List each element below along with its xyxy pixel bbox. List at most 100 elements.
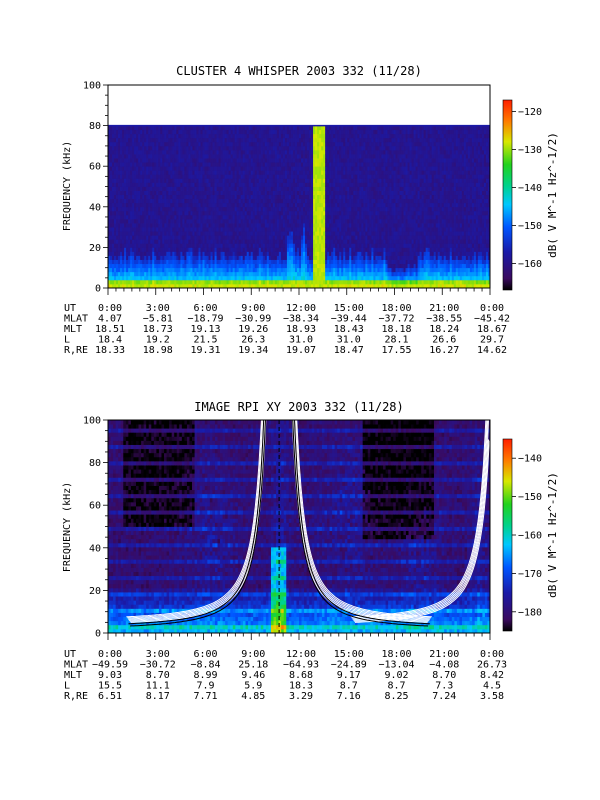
spectrogram-cell xyxy=(184,182,187,187)
spectrogram-cell xyxy=(296,145,300,151)
spectrogram-cell xyxy=(142,283,145,288)
spectrogram-cell xyxy=(160,170,163,175)
spectrogram-cell xyxy=(224,166,228,171)
spectrogram-cell xyxy=(349,210,352,216)
spectrogram-cell xyxy=(236,206,240,212)
spectrogram-cell xyxy=(176,247,179,252)
spectrogram-cell xyxy=(319,283,322,288)
spectrogram-cell xyxy=(164,239,167,244)
spectrogram-cell xyxy=(132,227,135,232)
spectrogram-cell xyxy=(230,162,234,167)
spectrogram-cell xyxy=(268,247,272,252)
spectrogram-cell xyxy=(112,263,115,269)
spectrogram-cell xyxy=(305,206,308,212)
spectrogram-cell xyxy=(162,267,165,273)
spectrogram-cell xyxy=(212,178,215,183)
spectrogram-cell xyxy=(176,162,179,167)
spectrogram-cell xyxy=(178,141,181,147)
spectrogram-cell xyxy=(317,137,320,143)
spectrogram-cell xyxy=(208,198,211,204)
spectrogram-cell xyxy=(286,231,290,236)
spectrogram-cell xyxy=(164,198,167,204)
spectrogram-cell xyxy=(176,166,179,171)
spectrogram-cell xyxy=(154,283,157,288)
spectrogram-cell xyxy=(321,133,324,139)
spectrogram-cell xyxy=(198,243,201,248)
spectrogram-cell xyxy=(152,235,155,240)
spectrogram-cell xyxy=(206,243,209,248)
spectrogram-cell xyxy=(220,158,223,163)
spectrogram-cell xyxy=(190,149,193,155)
spectrogram-cell xyxy=(307,149,310,155)
spectrogram-cell xyxy=(200,263,203,269)
spectrogram-cell xyxy=(270,267,274,273)
spectrogram-cell xyxy=(182,202,185,208)
spectrogram-cell xyxy=(288,133,292,139)
spectrogram-cell xyxy=(164,174,167,179)
spectrogram-cell xyxy=(349,178,352,183)
spectrogram-cell xyxy=(152,174,155,179)
spectrogram-cell xyxy=(200,194,203,200)
spectrogram-cell xyxy=(108,186,111,191)
spectrogram-cell xyxy=(194,198,197,204)
spectrogram-cell xyxy=(323,243,326,248)
spectrogram-cell xyxy=(321,206,324,212)
spectrogram-cell xyxy=(216,186,219,191)
spectrogram-cell xyxy=(210,247,213,252)
spectrogram-cell xyxy=(230,198,234,204)
spectrogram-cell xyxy=(351,255,354,260)
spectrogram-cell xyxy=(188,125,191,131)
spectrogram-cell xyxy=(198,223,201,228)
spectrogram-cell xyxy=(202,227,205,232)
spectrogram-cell xyxy=(274,133,278,139)
spectrogram-cell xyxy=(222,158,226,163)
spectrogram-cell xyxy=(305,166,308,171)
spectrogram-cell xyxy=(349,190,352,196)
spectrogram-cell xyxy=(186,210,189,216)
spectrogram-cell xyxy=(154,275,157,281)
spectrogram-cell xyxy=(118,214,121,220)
spectrogram-cell xyxy=(190,251,193,256)
spectrogram-cell xyxy=(196,275,199,281)
spectrogram-cell xyxy=(112,174,115,179)
spectrogram-cell xyxy=(210,223,213,228)
spectrogram-cell xyxy=(321,125,324,131)
spectrogram-cell xyxy=(278,158,282,163)
spectrogram-cell xyxy=(240,223,244,228)
spectrogram-cell xyxy=(164,243,167,248)
spectrogram-cell xyxy=(313,137,316,143)
spectrogram-cell xyxy=(158,129,161,135)
spectrogram-cell xyxy=(272,158,276,163)
spectrogram-cell xyxy=(152,255,155,260)
spectrogram-cell xyxy=(120,231,123,236)
spectrogram-cell xyxy=(222,267,226,273)
spectrogram-cell xyxy=(240,239,244,244)
spectrogram-cell xyxy=(311,231,314,236)
spectrogram-cell xyxy=(268,259,272,265)
spectrogram-cell xyxy=(134,259,137,265)
spectrogram-cell xyxy=(136,247,139,252)
spectrogram-cell xyxy=(178,133,181,139)
spectrogram-cell xyxy=(313,218,316,224)
spectrogram-cell xyxy=(112,271,115,277)
spectrogram-cell xyxy=(122,247,125,252)
spectrogram-cell xyxy=(355,283,358,288)
spectrogram-cell xyxy=(335,166,338,171)
spectrogram-cell xyxy=(122,275,125,281)
spectrogram-cell xyxy=(158,186,161,191)
spectrogram-cell xyxy=(212,194,215,200)
spectrogram-cell xyxy=(317,239,320,244)
spectrogram-cell xyxy=(337,206,340,212)
spectrogram-cell xyxy=(238,227,242,232)
spectrogram-cell xyxy=(202,223,205,228)
spectrogram-cell xyxy=(294,137,298,143)
spectrogram-cell xyxy=(220,263,223,269)
spectrogram-cell xyxy=(335,259,338,265)
spectrogram-cell xyxy=(176,194,179,200)
spectrogram-cell xyxy=(122,231,125,236)
spectrogram-cell xyxy=(180,162,183,167)
spectrogram-cell xyxy=(192,174,195,179)
spectrogram-cell xyxy=(303,206,306,212)
spectrogram-cell xyxy=(244,206,248,212)
spectrogram-cell xyxy=(196,218,199,224)
